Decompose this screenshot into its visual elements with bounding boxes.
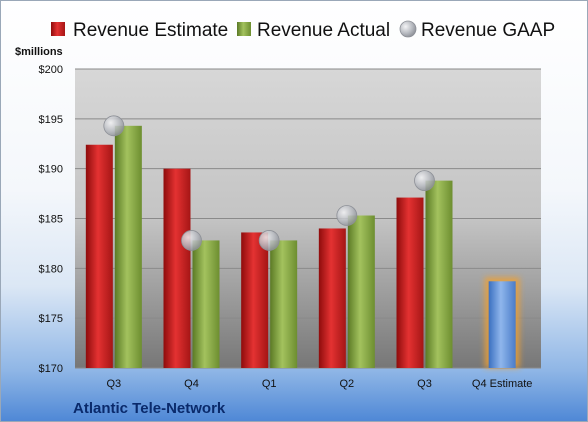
bar-revenue-actual — [270, 240, 298, 368]
legend-swatch-gaap — [399, 20, 417, 38]
y-tick-label: $190 — [39, 164, 63, 176]
bar-revenue-actual — [114, 125, 142, 368]
gaap-marker — [181, 230, 202, 251]
gaap-marker — [103, 115, 125, 137]
bar-revenue-estimate — [396, 197, 424, 368]
y-tick-label: $170 — [39, 363, 63, 375]
gaap-markers — [103, 115, 435, 251]
y-axis-unit-label: $millions — [15, 46, 63, 58]
x-axis: Q3 Q4 Q1 Q2 Q3 Q4 Estimate — [106, 378, 532, 390]
y-tick-label: $195 — [39, 114, 63, 126]
legend-item-revenue-estimate: Revenue Estimate — [51, 20, 228, 41]
gaap-marker — [336, 205, 358, 226]
x-tick-label: Q3 — [106, 378, 121, 390]
gaap-marker — [414, 170, 435, 192]
bar-revenue-estimate — [241, 232, 269, 368]
gaap-marker — [258, 230, 280, 251]
bar-revenue-actual — [425, 180, 453, 368]
x-tick-label: Q4 — [184, 378, 199, 390]
y-tick-label: $185 — [39, 214, 63, 226]
x-tick-label: Q1 — [262, 378, 277, 390]
bar-revenue-estimate — [318, 228, 346, 368]
x-tick-label: Q3 — [417, 378, 432, 390]
y-tick-label: $180 — [39, 263, 63, 275]
bar-revenue-estimate — [85, 144, 113, 368]
gridlines — [75, 68, 541, 369]
x-tick-label: Q2 — [339, 378, 354, 390]
legend-swatch-estimate — [51, 22, 65, 36]
bar-revenue-estimate — [163, 168, 191, 368]
bar-forecast-estimate — [488, 281, 516, 368]
legend: Revenue Estimate Revenue Actual Revenue … — [51, 20, 555, 41]
legend-label-gaap: Revenue GAAP — [421, 20, 555, 41]
company-name: Atlantic Tele-Network — [73, 400, 226, 417]
bar-revenue-actual — [192, 240, 220, 368]
y-tick-label: $200 — [39, 64, 63, 76]
legend-label-estimate: Revenue Estimate — [73, 20, 228, 41]
y-axis: $170 $175 $180 $185 $190 $195 $200 — [39, 64, 63, 375]
bar-revenue-actual — [347, 215, 375, 368]
legend-label-actual: Revenue Actual — [257, 20, 390, 41]
x-tick-label: Q4 Estimate — [472, 378, 533, 390]
y-tick-label: $175 — [39, 313, 63, 325]
bars — [85, 125, 520, 368]
legend-swatch-actual — [237, 22, 251, 36]
legend-item-revenue-actual: Revenue Actual — [237, 20, 390, 41]
legend-item-revenue-gaap: Revenue GAAP — [399, 20, 555, 41]
